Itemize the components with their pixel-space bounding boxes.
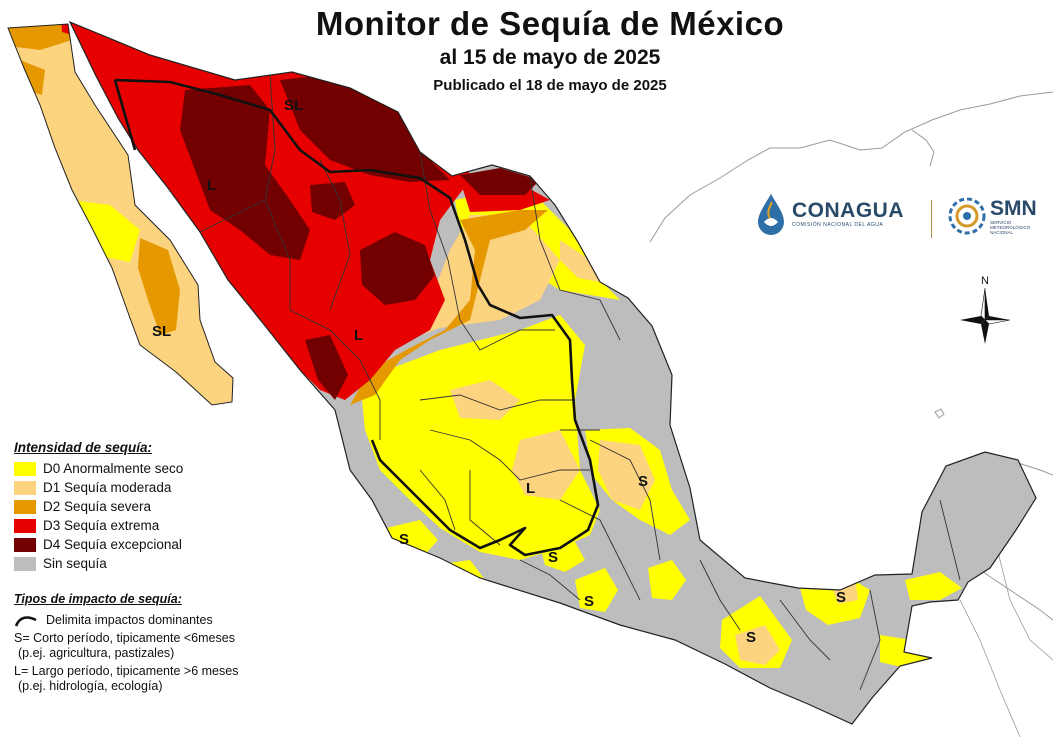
legend-label: D0 Anormalmente seco [43, 461, 184, 476]
smn-subtitle-3: NACIONAL [990, 229, 1014, 235]
legend-swatch [14, 537, 36, 552]
legend-item-d0: D0 Anormalmente seco [14, 459, 264, 478]
legend-swatch [14, 480, 36, 495]
map-subtitle: al 15 de mayo de 2025 [439, 46, 661, 69]
impact-line-label: Delimita impactos dominantes [46, 613, 213, 627]
intensity-legend: Intensidad de sequía: D0 Anormalmente se… [14, 440, 264, 573]
label-s-veracruz: S [638, 473, 648, 490]
legend-swatch [14, 556, 36, 571]
north-arrow-compass: N [960, 275, 1011, 344]
smn-subtitle-1: SERVICIO [990, 219, 1012, 225]
label-s-chiapas: S [746, 629, 756, 646]
legend-label: Sin sequía [43, 556, 107, 571]
legend-item-d4: D4 Sequía excepcional [14, 535, 264, 554]
zone-d2 [350, 210, 548, 405]
legend-item-d1: D1 Sequía moderada [14, 478, 264, 497]
legend-item-d3: D3 Sequía extrema [14, 516, 264, 535]
legend-label: D3 Sequía extrema [43, 518, 160, 533]
legend-item-d2: D2 Sequía severa [14, 497, 264, 516]
zone-d4-sonora [180, 85, 310, 260]
map-title: Monitor de Sequía de México [315, 5, 785, 42]
label-s-guerrero: S [584, 593, 594, 610]
published-date: Publicado el 18 de mayo de 2025 [433, 77, 667, 94]
impact-long-example: (p.ej. hidrología, ecología) [18, 679, 163, 693]
title-block: Monitor de Sequía de México al 15 de may… [240, 4, 860, 98]
impact-short-label: S= Corto período, tipicamente <6meses [14, 631, 235, 645]
agency-logos: CONAGUA COMISIÓN NACIONAL DEL AGUA SMN S… [754, 192, 1053, 244]
impact-line-item: Delimita impactos dominantes [14, 613, 304, 628]
boundary-line-icon [14, 615, 37, 627]
logo-divider [931, 200, 932, 238]
label-sl-chihuahua: SL [284, 97, 303, 114]
legend-swatch [14, 461, 36, 476]
compass-north-label: N [981, 275, 989, 287]
zone-d4-durango [360, 232, 435, 305]
conagua-subtitle: COMISIÓN NACIONAL DEL AGUA [792, 222, 884, 228]
legend-label: D2 Sequía severa [43, 499, 152, 514]
legend-label: D1 Sequía moderada [43, 480, 172, 495]
intensity-legend-title: Intensidad de sequía: [14, 440, 153, 455]
smn-logo: SMN SERVICIO METEOROLÓGICO NACIONAL [947, 194, 1037, 238]
zone-d4-chihuahua [280, 72, 450, 182]
smn-subtitle-2: METEOROLÓGICO [990, 224, 1031, 230]
legend-swatch [14, 518, 36, 533]
legend-swatch [14, 499, 36, 514]
label-l-central: L [526, 480, 535, 497]
label-sl-baja: SL [152, 323, 171, 340]
conagua-wordmark: CONAGUA [792, 199, 904, 222]
legend-label: D4 Sequía excepcional [43, 537, 182, 552]
state-borders [199, 74, 961, 691]
smn-spiral-icon [948, 197, 986, 235]
impact-short-example: (p.ej. agricultura, pastizales) [18, 646, 175, 660]
impact-boundaries [113, 78, 600, 557]
baja-outline [7, 23, 234, 406]
conagua-drop-icon [758, 194, 784, 235]
conagua-logo: CONAGUA COMISIÓN NACIONAL DEL AGUA [754, 192, 904, 236]
label-s-mexico: S [548, 549, 558, 566]
smn-wordmark: SMN [990, 196, 1037, 220]
impact-legend: Tipos de impacto de sequía: Delimita imp… [14, 592, 304, 694]
impact-legend-title: Tipos de impacto de sequía: [14, 592, 182, 606]
mexico-outline [68, 20, 1037, 725]
map-labels: SL L SL L L S S S S S S [152, 97, 846, 646]
label-l-durango: L [354, 327, 363, 344]
legend-item-none: Sin sequía [14, 554, 264, 573]
impact-long-label: L= Largo período, tipicamente >6 meses [14, 664, 239, 678]
label-s-tabasco: S [836, 589, 846, 606]
label-l-sonora: L [207, 177, 216, 194]
label-s-nayarit: S [399, 531, 409, 548]
